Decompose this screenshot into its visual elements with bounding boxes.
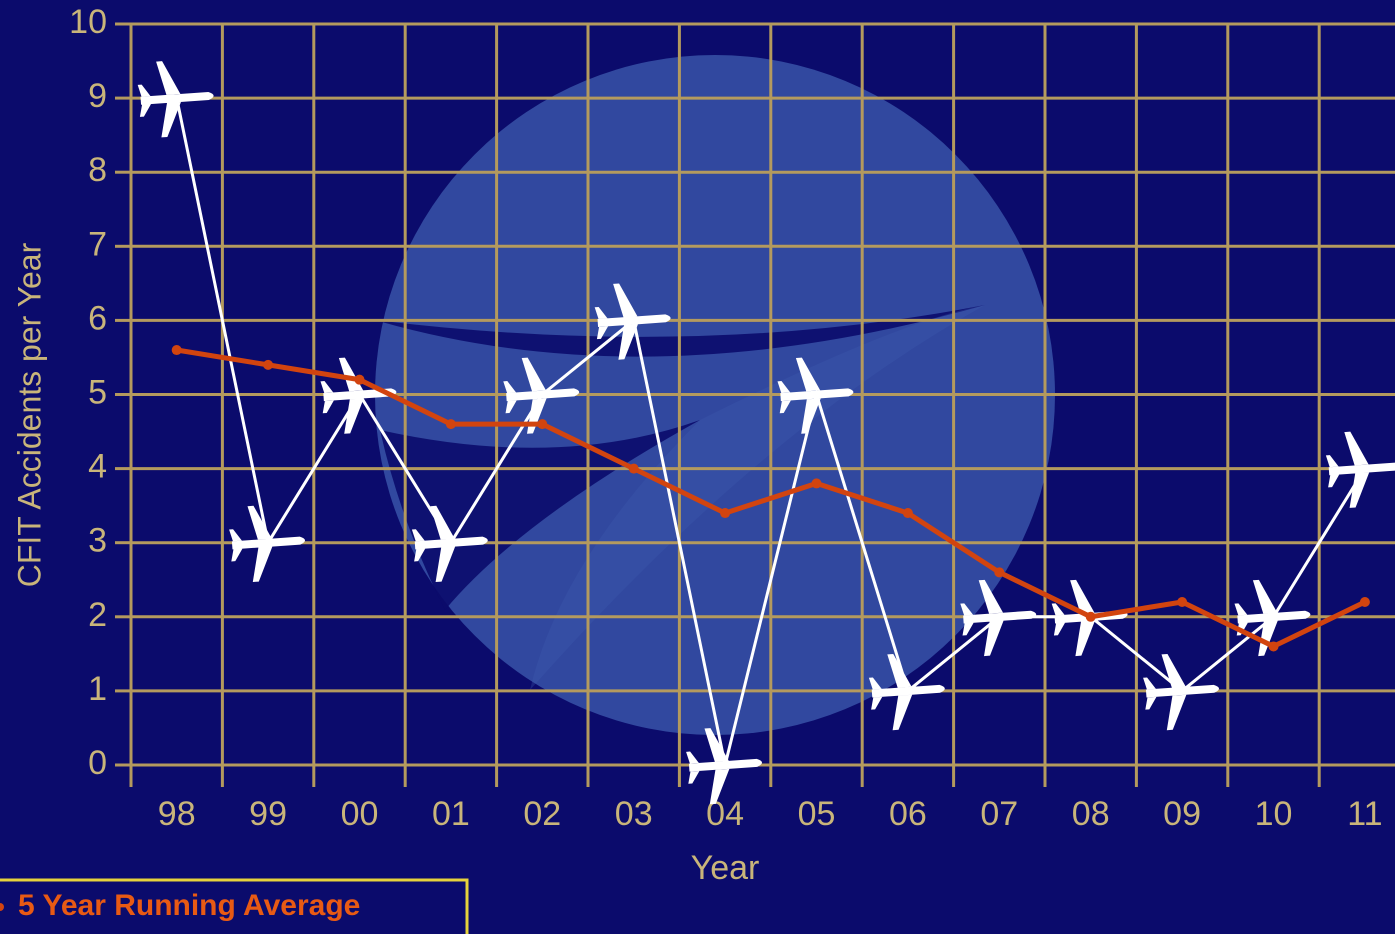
y-tick-label: 2 bbox=[88, 596, 107, 634]
airplane-shape bbox=[411, 505, 488, 583]
airplane-marker bbox=[686, 728, 763, 805]
y-tick-label: 1 bbox=[88, 670, 107, 708]
airplane-marker bbox=[777, 357, 854, 434]
x-tick-label: 08 bbox=[1072, 795, 1110, 833]
point bbox=[1268, 641, 1279, 652]
airplane-shape bbox=[229, 505, 306, 583]
x-tick-label: 06 bbox=[889, 795, 927, 833]
point bbox=[1177, 596, 1188, 607]
x-tick-label: 99 bbox=[249, 795, 287, 833]
airplane-marker bbox=[1143, 653, 1220, 731]
point bbox=[994, 567, 1005, 578]
airplane-shape bbox=[960, 579, 1037, 657]
y-tick-label: 8 bbox=[88, 151, 107, 189]
airplane-marker bbox=[868, 653, 945, 731]
point bbox=[171, 345, 182, 356]
point bbox=[263, 359, 274, 370]
airplane-shape bbox=[503, 357, 580, 434]
x-tick-label: 05 bbox=[798, 795, 836, 833]
airplane-marker bbox=[320, 357, 397, 434]
airplane-marker bbox=[411, 505, 488, 583]
x-axis-label: Year bbox=[691, 849, 760, 887]
x-tick-label: 01 bbox=[432, 795, 470, 833]
airplane-marker bbox=[1325, 431, 1395, 508]
point bbox=[811, 478, 822, 489]
y-tick-label: 4 bbox=[88, 448, 107, 486]
airplane-shape bbox=[1143, 653, 1220, 731]
series-line bbox=[175, 97, 1367, 766]
y-tick-label: 10 bbox=[69, 3, 107, 41]
y-axis-label: CFIT Accidents per Year bbox=[11, 242, 47, 587]
y-tick-label: 0 bbox=[88, 744, 107, 782]
x-tick-label: 03 bbox=[615, 795, 653, 833]
point bbox=[720, 508, 731, 519]
y-tick-label: 3 bbox=[88, 522, 107, 560]
airplane-marker bbox=[137, 61, 214, 138]
airplane-marker bbox=[1234, 579, 1311, 657]
x-tick-label: 09 bbox=[1163, 795, 1201, 833]
x-tick-label: 11 bbox=[1347, 795, 1382, 833]
airplane-shape bbox=[594, 283, 671, 360]
airplane-marker bbox=[594, 283, 671, 360]
x-tick-label: 10 bbox=[1255, 795, 1293, 833]
airplane-shape bbox=[868, 653, 945, 731]
legend: 5 Year Running Average bbox=[0, 878, 469, 934]
y-tick-label: 5 bbox=[88, 373, 107, 411]
y-tick-label: 9 bbox=[88, 77, 107, 115]
x-tick-label: 98 bbox=[158, 795, 196, 833]
x-tick-label: 02 bbox=[523, 795, 561, 833]
legend-label: 5 Year Running Average bbox=[18, 889, 360, 922]
airplane-shape bbox=[777, 357, 854, 434]
airplane-marker bbox=[503, 357, 580, 434]
legend-box bbox=[0, 878, 469, 934]
point bbox=[628, 463, 639, 474]
point bbox=[902, 508, 913, 519]
point bbox=[1085, 611, 1096, 622]
airplane-shape bbox=[137, 61, 214, 138]
airplane-shape bbox=[320, 357, 397, 434]
point bbox=[537, 419, 548, 430]
airplane-marker bbox=[960, 579, 1037, 657]
point bbox=[1359, 596, 1370, 607]
point bbox=[445, 419, 456, 430]
airplane-marker bbox=[229, 505, 306, 583]
airplane-shape bbox=[1234, 579, 1311, 657]
x-tick-label: 07 bbox=[980, 795, 1018, 833]
airplane-shape bbox=[1325, 431, 1395, 508]
series-line bbox=[176, 347, 1366, 650]
y-tick-label: 6 bbox=[88, 299, 107, 337]
airplane-shape bbox=[686, 728, 763, 805]
y-tick-label: 7 bbox=[88, 225, 107, 263]
legend-swatch bbox=[0, 903, 4, 911]
point bbox=[354, 374, 365, 385]
x-tick-label: 00 bbox=[341, 795, 379, 833]
